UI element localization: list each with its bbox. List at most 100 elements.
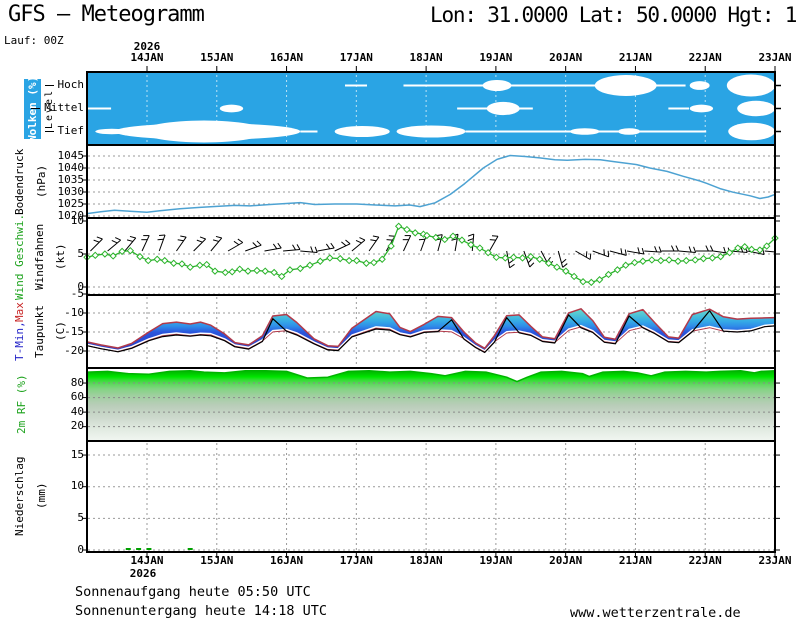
tick-dash <box>44 130 54 132</box>
wind-diamond <box>741 243 749 251</box>
wind-diamond <box>621 261 630 269</box>
wind-diamond <box>101 250 109 258</box>
wind-diamond <box>570 272 578 281</box>
wind-barb-tick <box>675 245 679 252</box>
wind-diamond <box>595 276 604 284</box>
wind-barb-tick <box>388 235 395 237</box>
wind-diamond <box>411 229 419 237</box>
wind-barb-tick <box>252 242 258 248</box>
cloud-level-text: Hoch <box>57 78 85 91</box>
wind-barb-tick <box>177 239 184 242</box>
wind-barb-tick <box>418 238 425 241</box>
wind-barb-tick <box>256 240 262 246</box>
cloud-blob <box>618 128 641 135</box>
wind-diamond <box>544 259 553 267</box>
cloud-blob <box>219 104 244 113</box>
wind-barb <box>227 242 244 252</box>
sunset-label: Sonnenuntergang heute 14:18 UTC <box>75 603 327 619</box>
precip-panel-label: Niederschlag <box>13 456 26 536</box>
wind-barb-tick <box>624 249 627 256</box>
date-label-top: 20JAN <box>549 51 583 64</box>
wind-barb-tick <box>370 239 377 242</box>
rh-panel-label: 2m RF (%) <box>15 374 28 435</box>
rh-line <box>86 369 776 383</box>
wind-diamond <box>394 222 403 230</box>
rh-area <box>87 370 775 440</box>
wind-diamond <box>306 261 314 269</box>
wind-barb <box>437 234 443 252</box>
wind-barb <box>454 234 459 252</box>
sunrise-label: Sonnenaufgang heute 05:50 UTC <box>75 584 311 600</box>
wind-barb-tick <box>509 263 515 269</box>
wind-diamond <box>725 248 734 257</box>
pressure-tick-label: 1025 <box>57 196 85 210</box>
wind-barb <box>107 239 121 252</box>
temp-min-label: T-Min, <box>13 321 26 362</box>
wind-barb-tick <box>723 246 726 253</box>
wind-diamond <box>665 256 673 264</box>
website-label: www.wetterzentrale.de <box>570 605 741 621</box>
wind-tick-label: 10 <box>70 213 84 227</box>
cloud-level-label: Mittel <box>30 101 84 114</box>
wind-barb-tick <box>705 245 709 252</box>
pressure-panel-label: Bodendruck <box>13 148 26 215</box>
wind-barb-tick <box>603 249 605 256</box>
wind-barb-tick <box>386 239 393 241</box>
wind-barb <box>609 250 627 256</box>
wind-diamond <box>432 233 440 242</box>
tick-dash <box>44 84 54 86</box>
rh-tick-label: 20 <box>70 419 84 433</box>
wind-barb <box>557 250 564 268</box>
wind-barb-tick <box>325 243 331 250</box>
wind-barb <box>245 244 262 252</box>
wind-barb <box>626 250 644 255</box>
wind-barb-tick <box>341 241 347 247</box>
precip-bar <box>136 548 142 550</box>
wind-barb-tick <box>529 262 535 268</box>
wind-tick-label: 5 <box>77 246 84 260</box>
wind-diamond <box>527 252 535 261</box>
wind-diamond <box>630 258 639 267</box>
wind-diamond <box>326 254 334 262</box>
wind-barb-tick <box>641 248 645 255</box>
wind-diamond <box>423 231 431 240</box>
wind-barb-tick <box>620 248 623 255</box>
date-label-bottom: 18JAN <box>409 554 443 567</box>
precip-bar <box>146 548 152 550</box>
wind-barb-tick <box>451 238 458 241</box>
wind-diamond <box>203 260 211 269</box>
wind-diamond <box>336 254 344 263</box>
temp-tick-label: -15 <box>64 324 84 338</box>
wind-diamond <box>186 263 194 271</box>
wind-diamond <box>352 256 361 265</box>
wind-barb <box>90 238 103 252</box>
temp-min-highlight <box>86 323 776 352</box>
wind-diamond <box>136 252 144 261</box>
cloud-blob <box>486 101 520 116</box>
wind-barb-tick <box>489 239 496 241</box>
year-label-bottom: 2026 <box>129 567 157 580</box>
wind-barb-tick <box>562 263 568 268</box>
wind-diamond <box>604 270 613 279</box>
tick-dash <box>31 107 41 109</box>
wind-barb-tick <box>585 251 588 258</box>
wind-diamond <box>763 242 771 250</box>
wind-barb-tick <box>359 237 366 241</box>
wind-barb <box>283 249 301 252</box>
wind-diamond <box>458 236 466 244</box>
date-label-top: 23JAN <box>758 51 792 64</box>
date-label-top: 18JAN <box>409 51 443 64</box>
wind-diamond <box>91 251 99 260</box>
wind-diamond <box>244 267 252 275</box>
pressure-tick-label: 1040 <box>57 160 85 174</box>
wind-barb <box>523 250 531 268</box>
wind-diamond <box>476 244 484 252</box>
cloud-blob <box>569 128 600 135</box>
wind-diamond <box>178 260 186 268</box>
wind-barb-tick <box>237 238 244 243</box>
wind-barb <box>193 238 207 252</box>
wind-barb-tick <box>126 239 134 242</box>
wind-diamond <box>639 257 647 265</box>
